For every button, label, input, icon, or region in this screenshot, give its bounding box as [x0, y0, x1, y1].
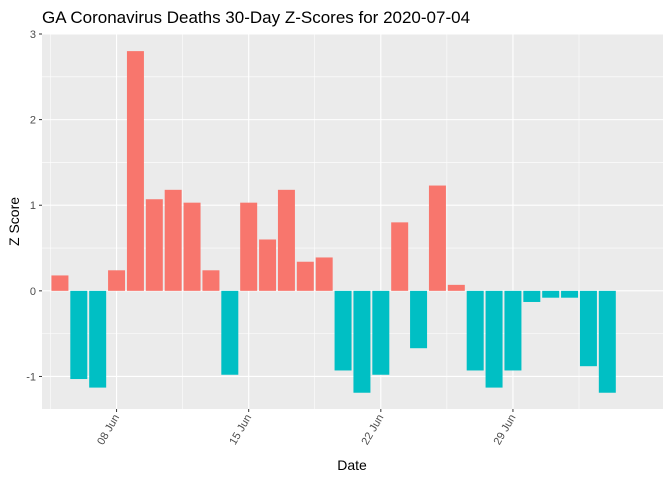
bars [51, 51, 616, 393]
x-tick-label: 29 Jun [492, 413, 519, 448]
y-tick-label: 1 [30, 200, 36, 212]
bar-2020-06-28 [485, 290, 503, 388]
bar-2020-06-12 [183, 202, 201, 291]
x-axis-label: Date [337, 457, 367, 473]
bar-2020-06-17 [277, 189, 295, 291]
bar-2020-07-03 [579, 290, 597, 367]
bar-2020-06-19 [315, 257, 333, 291]
bar-2020-06-26 [447, 284, 465, 291]
x-tick-label: 08 Jun [95, 413, 122, 448]
bar-2020-07-04 [598, 290, 616, 393]
x-tick-label: 15 Jun [227, 413, 254, 448]
bar-2020-06-13 [202, 270, 220, 291]
bar-2020-06-27 [466, 290, 484, 371]
bar-2020-06-16 [259, 239, 277, 291]
x-tick-label: 22 Jun [360, 413, 387, 448]
bar-2020-06-29 [504, 290, 522, 371]
y-tick-label: 2 [30, 115, 36, 127]
bar-2020-06-23 [391, 222, 409, 291]
bar-2020-07-02 [561, 290, 579, 298]
bar-2020-06-06 [70, 290, 88, 380]
bar-2020-06-18 [296, 261, 314, 291]
chart-title: GA Coronavirus Deaths 30-Day Z-Scores fo… [42, 8, 470, 27]
y-axis-label: Z Score [6, 197, 22, 246]
bar-2020-06-14 [221, 290, 239, 375]
bar-2020-07-01 [542, 290, 560, 298]
bar-2020-06-25 [428, 185, 446, 291]
y-tick-label: -1 [26, 371, 36, 383]
y-tick-label: 0 [30, 286, 36, 298]
bar-2020-06-21 [353, 290, 371, 393]
x-axis: 08 Jun 15 Jun 22 Jun 29 Jun [95, 409, 519, 448]
bar-2020-06-05 [51, 275, 69, 291]
bar-2020-06-22 [372, 290, 390, 375]
bar-2020-06-07 [89, 290, 107, 388]
bar-2020-06-08 [108, 270, 126, 291]
bar-2020-06-30 [523, 290, 541, 302]
gridlines [42, 33, 663, 409]
bar-2020-06-20 [334, 290, 352, 371]
y-axis: -1 0 1 2 3 [26, 29, 42, 383]
bar-2020-06-24 [410, 290, 428, 349]
bar-2020-06-09 [126, 51, 144, 291]
y-tick-label: 3 [30, 29, 36, 41]
plot-panel [42, 34, 663, 409]
bar-2020-06-10 [145, 199, 163, 291]
bar-2020-06-15 [240, 202, 258, 291]
bar-2020-06-11 [164, 189, 182, 291]
